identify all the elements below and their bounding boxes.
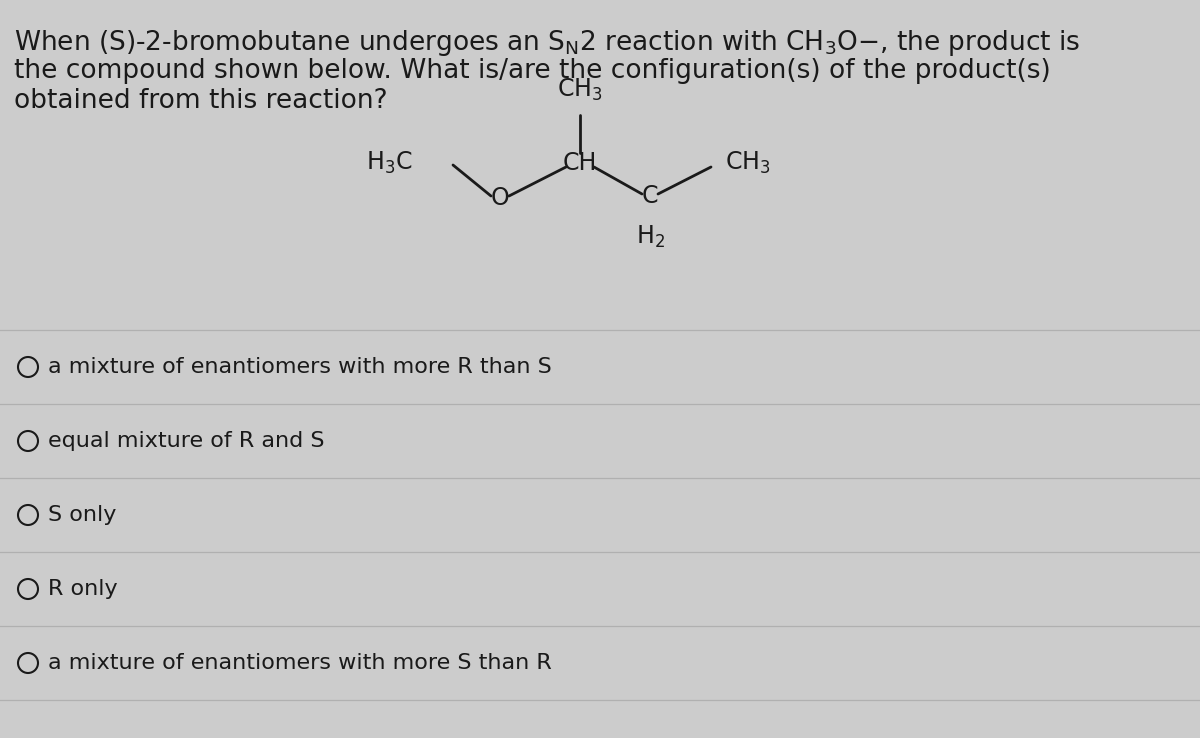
Text: CH$_\mathregular{3}$: CH$_\mathregular{3}$ — [725, 150, 770, 176]
Text: R only: R only — [48, 579, 118, 599]
Text: CH: CH — [563, 151, 598, 175]
Text: CH$_\mathregular{3}$: CH$_\mathregular{3}$ — [557, 77, 602, 103]
Text: equal mixture of R and S: equal mixture of R and S — [48, 431, 324, 451]
Text: H$_\mathregular{3}$C: H$_\mathregular{3}$C — [366, 150, 412, 176]
Text: a mixture of enantiomers with more S than R: a mixture of enantiomers with more S tha… — [48, 653, 552, 673]
Text: the compound shown below. What is/are the configuration(s) of the product(s): the compound shown below. What is/are th… — [14, 58, 1051, 84]
Text: When (S)-2-bromobutane undergoes an S$_\mathregular{N}$2 reaction with CH$_\math: When (S)-2-bromobutane undergoes an S$_\… — [14, 28, 1080, 58]
Text: H$_\mathregular{2}$: H$_\mathregular{2}$ — [636, 224, 665, 250]
Text: a mixture of enantiomers with more R than S: a mixture of enantiomers with more R tha… — [48, 357, 552, 377]
Text: obtained from this reaction?: obtained from this reaction? — [14, 88, 388, 114]
Text: S only: S only — [48, 505, 116, 525]
Text: C: C — [642, 184, 659, 208]
Text: O: O — [491, 186, 509, 210]
